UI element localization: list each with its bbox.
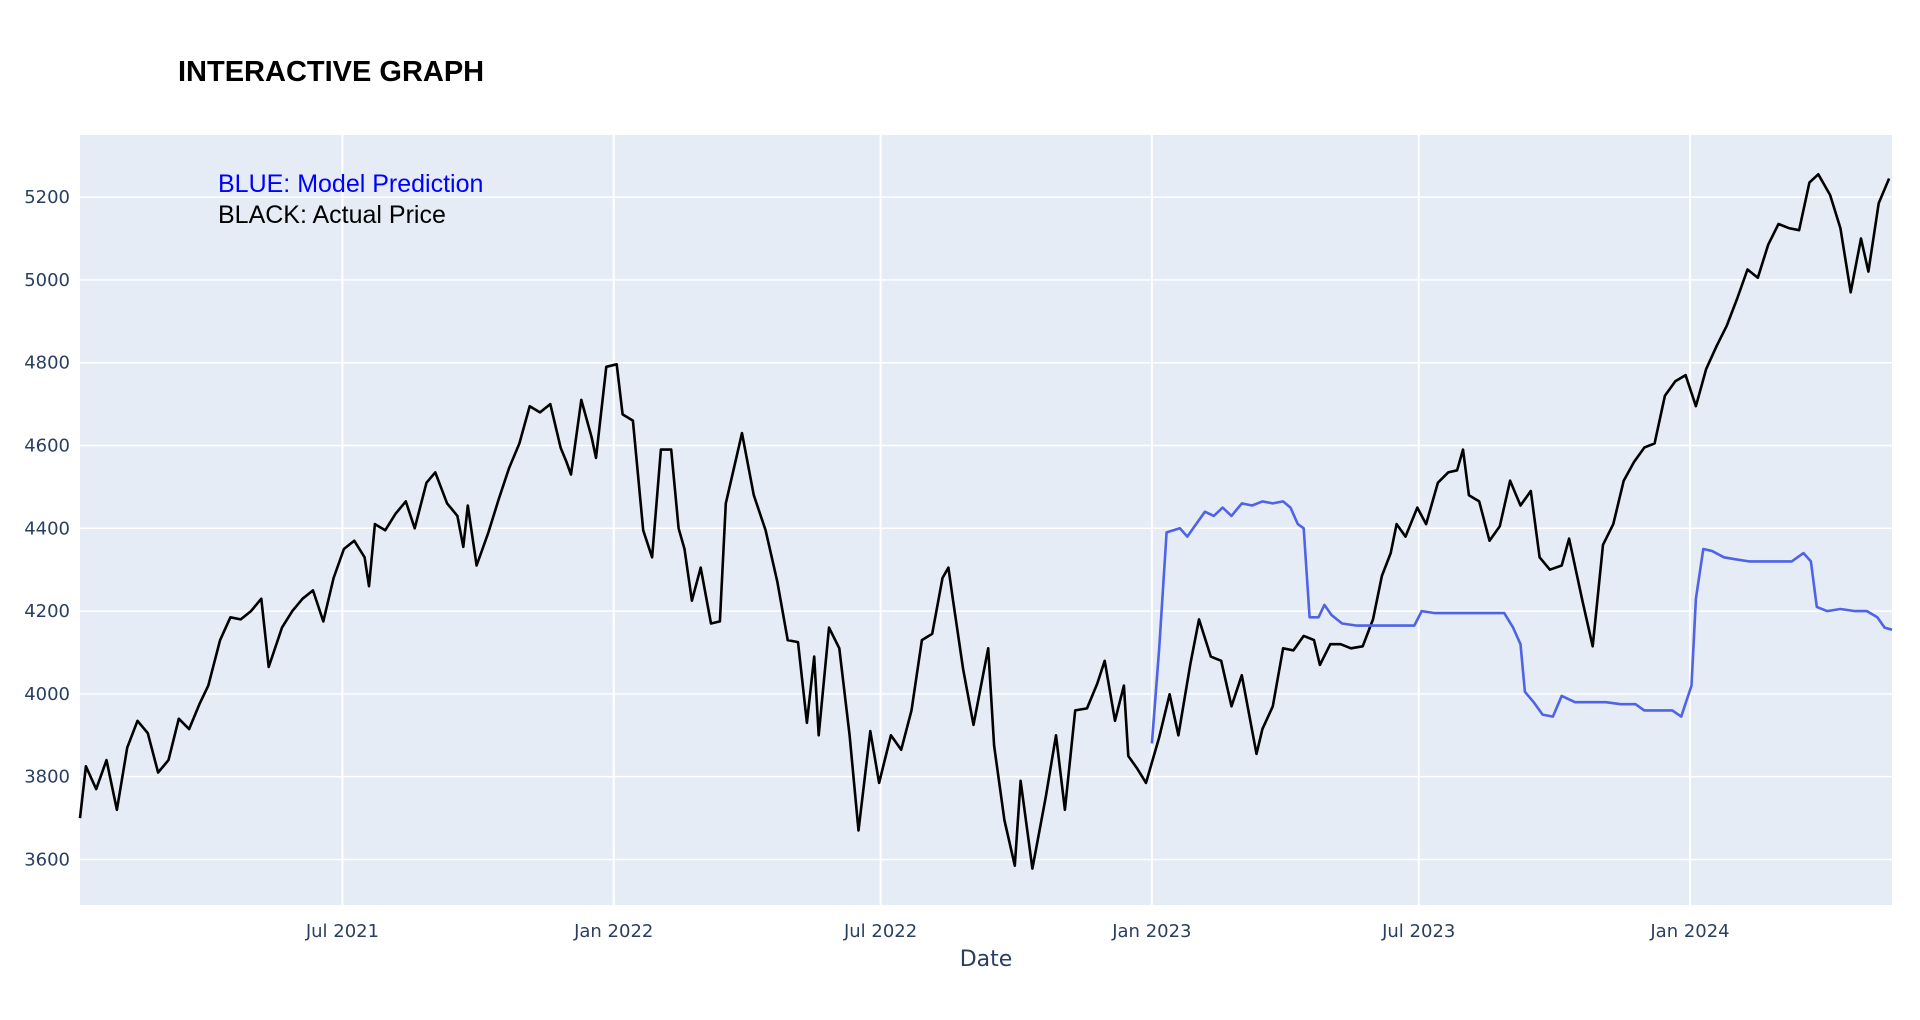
x-tick-label: Jul 2022: [843, 921, 917, 942]
annotation-model-prediction: BLUE: Model Prediction: [218, 170, 483, 198]
x-tick-label: Jul 2023: [1381, 921, 1455, 942]
y-tick-label: 4400: [24, 518, 70, 539]
x-tick-label: Jan 2024: [1649, 921, 1729, 942]
legend-annotations: BLUE: Model Prediction BLACK: Actual Pric…: [218, 170, 483, 229]
annotation-actual-price: BLACK: Actual Price: [218, 201, 446, 229]
y-tick-label: 4200: [24, 601, 70, 622]
series-layer: [78, 173, 1893, 870]
y-tick-label: 5000: [24, 270, 70, 291]
x-tick-label: Jul 2021: [305, 921, 379, 942]
y-tick-label: 4800: [24, 353, 70, 374]
x-tick-label: Jan 2023: [1111, 921, 1191, 942]
y-tick-label: 4600: [24, 435, 70, 456]
y-tick-label: 3600: [24, 849, 70, 870]
x-tick-label: Jan 2022: [573, 921, 653, 942]
y-tick-label: 4000: [24, 684, 70, 705]
plot-area[interactable]: [80, 135, 1892, 905]
y-tick-label: 5200: [24, 187, 70, 208]
gridlines: [80, 135, 1892, 905]
x-axis-ticks: Jul 2021 Jan 2022 Jul 2022 Jan 2023 Jul 2023…: [305, 921, 1730, 942]
model-prediction-line[interactable]: [1150, 500, 1893, 744]
x-axis-title: Date: [960, 947, 1013, 972]
y-tick-label: 3800: [24, 767, 70, 788]
chart-title: INTERACTIVE GRAPH: [178, 56, 485, 88]
y-axis-ticks: 3600 3800 4000 4200 4400 4600 4800 5000 5200: [24, 187, 70, 870]
actual-price-line[interactable]: [78, 173, 1891, 870]
